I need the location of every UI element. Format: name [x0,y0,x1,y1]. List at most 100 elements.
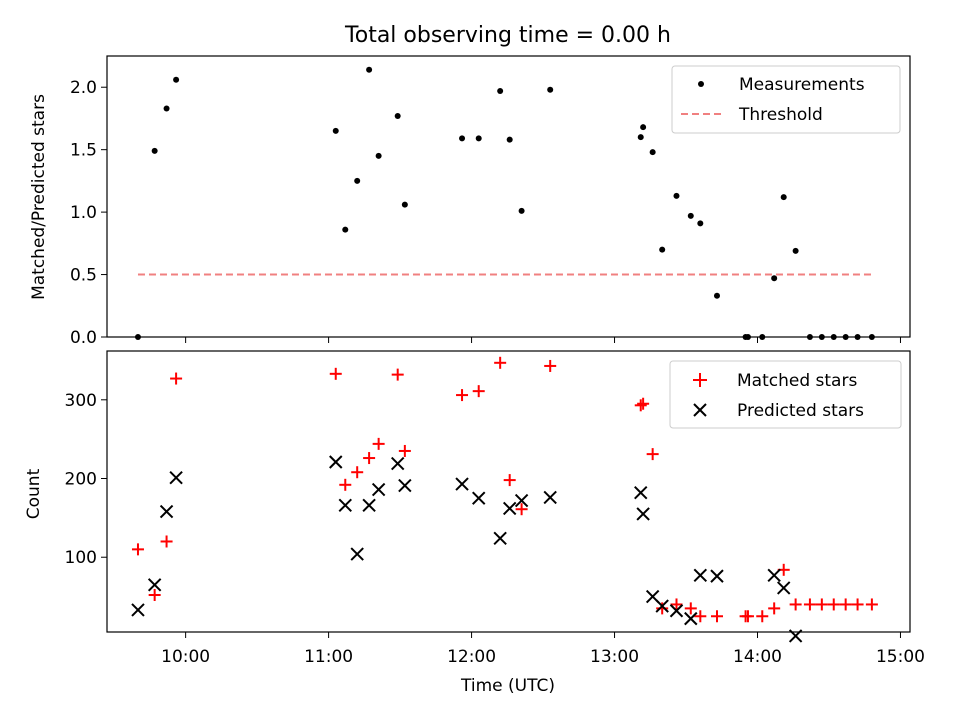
measurement-point [506,136,513,143]
x-b [159,504,174,519]
predicted-star-point [455,477,469,491]
matched-star-point [646,448,659,461]
measurement-point [459,135,466,142]
x-tick-label: 14:00 [733,647,782,667]
measurement-point [547,86,554,93]
matched-star-point [339,478,352,491]
count-axes-frame [106,350,911,633]
matched-star-point [160,535,173,548]
predicted-star-point [684,611,698,626]
measurement-point [687,212,694,219]
predicted-star-point [636,507,650,521]
count-y-axis-label: Count [24,468,44,519]
matched-star-point [494,356,507,369]
matched-star-point [472,385,485,398]
x-b [371,482,386,497]
predicted-star-point [350,547,364,561]
predicted-star-point [655,599,669,613]
measurement-point [332,127,339,134]
predicted-star-point [669,604,684,618]
legend-matched-marker [693,373,707,387]
measurement-point [637,134,644,141]
measurement-point [780,194,787,201]
x-b [455,477,469,491]
measurement-point [649,149,656,156]
x-b [169,471,183,485]
matched-star-point [803,598,816,611]
measurement-point [475,135,482,142]
predicted-star-point [371,482,386,497]
matched-star-point [839,598,852,611]
legend-predicted-label: Predicted stars [737,401,864,421]
predicted-star-point [131,603,145,617]
ratio-legend: Measurements Threshold [671,65,901,134]
y-tick-label: 300 [65,391,97,411]
matched-star-point [372,437,385,450]
predicted-star-point [543,490,557,505]
x-tick-label: 13:00 [590,647,639,667]
x-b [502,501,517,516]
predicted-star-point [514,493,529,508]
predicted-star-point [147,578,162,592]
matched-star-point [865,598,878,611]
predicted-star-point [329,455,343,469]
x-tick-label: 12:00 [447,647,496,667]
x-b [655,599,669,613]
measurement-point [792,247,799,254]
measurement-point [659,246,666,253]
matched-star-point [503,474,516,487]
x-b [398,478,412,493]
x-axis-label: Time (UTC) [460,676,555,696]
x-b [131,603,145,617]
y-tick-label: 1.5 [70,141,97,161]
x-b [514,493,529,508]
measurement-point [394,112,401,119]
predicted-star-point [472,491,486,505]
measurement-point [401,201,408,208]
x-b [645,589,660,604]
measurement-point [713,292,720,299]
matched-star-point [148,589,161,602]
measurement-point [173,76,180,83]
y-tick-label: 200 [65,470,97,490]
legend-threshold-label: Threshold [738,105,823,125]
predicted-star-point [767,568,781,583]
matched-star-point [670,598,683,611]
count-legend: Matched stars Predicted stars [669,360,902,429]
y-tick-label: 100 [65,548,97,568]
matched-star-point [741,610,754,623]
predicted-star-point [693,568,708,583]
measurement-point [497,87,504,94]
measurement-point [366,66,373,73]
matched-star-point [363,452,376,465]
legend-predicted-marker [693,403,707,417]
x-b [493,531,507,546]
count-plot-area: 100 200 300 10:00 11:00 12:00 13:00 14:00 15:00 [65,356,925,667]
x-tick-label: 10:00 [161,647,210,667]
x-b [147,578,162,592]
ratio-legend-box [671,65,901,134]
x-b [350,547,364,561]
matched-star-point [515,503,528,516]
y-tick-label: 2.0 [70,78,97,98]
measurement-point [375,152,382,159]
predicted-star-point [338,498,352,512]
matched-star-point [391,368,404,381]
count-legend-box [669,360,902,429]
x-b [472,491,486,505]
y-tick-label: 1.0 [70,203,97,223]
matched-star-point [710,610,723,623]
matched-star-point [815,598,828,611]
y-tick-label: 0.5 [70,266,97,286]
x-b [390,456,405,471]
matched-star-point [827,598,840,611]
matched-star-point [351,466,364,479]
x-b [767,568,781,583]
matched-star-point [456,389,469,402]
matched-star-point [544,359,557,372]
matched-star-point [789,598,802,611]
measurement-point [518,207,525,214]
measurement-point [697,220,704,227]
predicted-star-point [502,501,517,516]
